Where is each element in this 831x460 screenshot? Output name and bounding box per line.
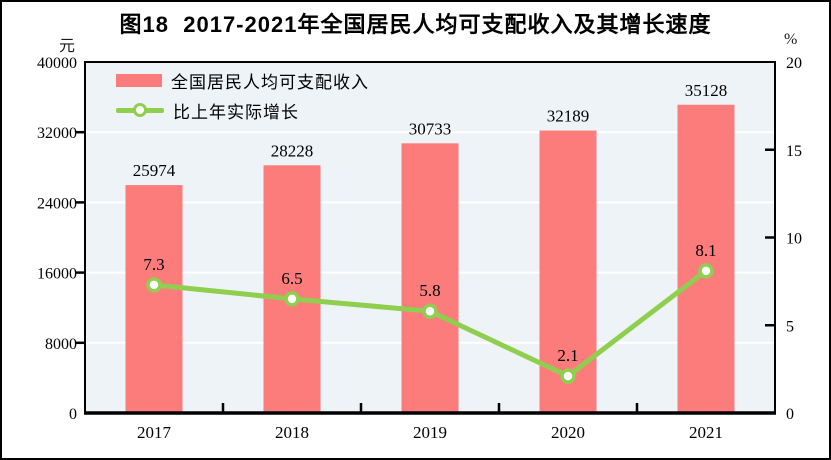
growth-value-label-2020: 2.1	[557, 346, 578, 365]
bar-2017	[125, 185, 183, 413]
growth-value-label-2017: 7.3	[143, 255, 164, 274]
bar-2021	[677, 104, 735, 413]
x-axis-label-2018: 2018	[275, 423, 309, 442]
left-axis-tick-label: 16000	[37, 266, 77, 283]
bar-value-label-2019: 30733	[409, 119, 452, 138]
growth-marker-2018	[284, 291, 300, 307]
growth-value-label-2018: 6.5	[281, 269, 302, 288]
chart-title: 图18 2017-2021年全国居民人均可支配收入及其增长速度	[119, 12, 712, 37]
left-axis-tick-label: 40000	[37, 55, 77, 72]
x-axis-label-2020: 2020	[551, 423, 585, 442]
x-axis-label-2017: 2017	[137, 423, 172, 442]
x-axis-label-2021: 2021	[689, 423, 723, 442]
growth-value-label-2019: 5.8	[419, 281, 440, 300]
right-axis-tick-label: 20	[786, 55, 802, 72]
legend-item-label: 全国居民人均可支配收入	[171, 72, 369, 92]
legend-item-income: 全国居民人均可支配收入	[116, 68, 369, 92]
bar-2018	[263, 165, 321, 413]
bar-value-label-2021: 35128	[685, 81, 728, 100]
right-axis-tick-label: 0	[786, 406, 794, 423]
growth-marker-2021	[698, 263, 714, 279]
right-axis-unit-label: %	[784, 31, 798, 48]
left-axis-unit-label: 元	[58, 38, 75, 55]
left-axis-tick-label: 32000	[37, 125, 77, 142]
right-axis-tick-label: 5	[786, 318, 794, 335]
line-series-swatch-icon	[116, 102, 164, 118]
legend-item-growth: 比上年实际增长	[116, 98, 369, 122]
right-axis-tick-label: 15	[786, 143, 802, 160]
growth-marker-2020	[560, 368, 576, 384]
growth-value-label-2021: 8.1	[695, 241, 716, 260]
bar-value-label-2018: 28228	[271, 141, 314, 160]
left-axis-tick-label: 0	[69, 406, 77, 423]
bar-value-label-2020: 32189	[547, 107, 590, 126]
growth-marker-2017	[146, 277, 162, 293]
right-axis-tick-label: 10	[786, 231, 802, 248]
chart-legend: 全国居民人均可支配收入 比上年实际增长	[116, 68, 369, 128]
left-axis-tick-label: 24000	[37, 195, 77, 212]
left-axis-tick-label: 8000	[45, 336, 77, 353]
bar-series-swatch-icon	[116, 73, 162, 87]
x-axis-label-2019: 2019	[413, 423, 447, 442]
bar-value-label-2017: 25974	[133, 161, 176, 180]
bar-2019	[401, 143, 459, 413]
legend-item-label: 比上年实际增长	[173, 102, 299, 122]
growth-marker-2019	[422, 303, 438, 319]
